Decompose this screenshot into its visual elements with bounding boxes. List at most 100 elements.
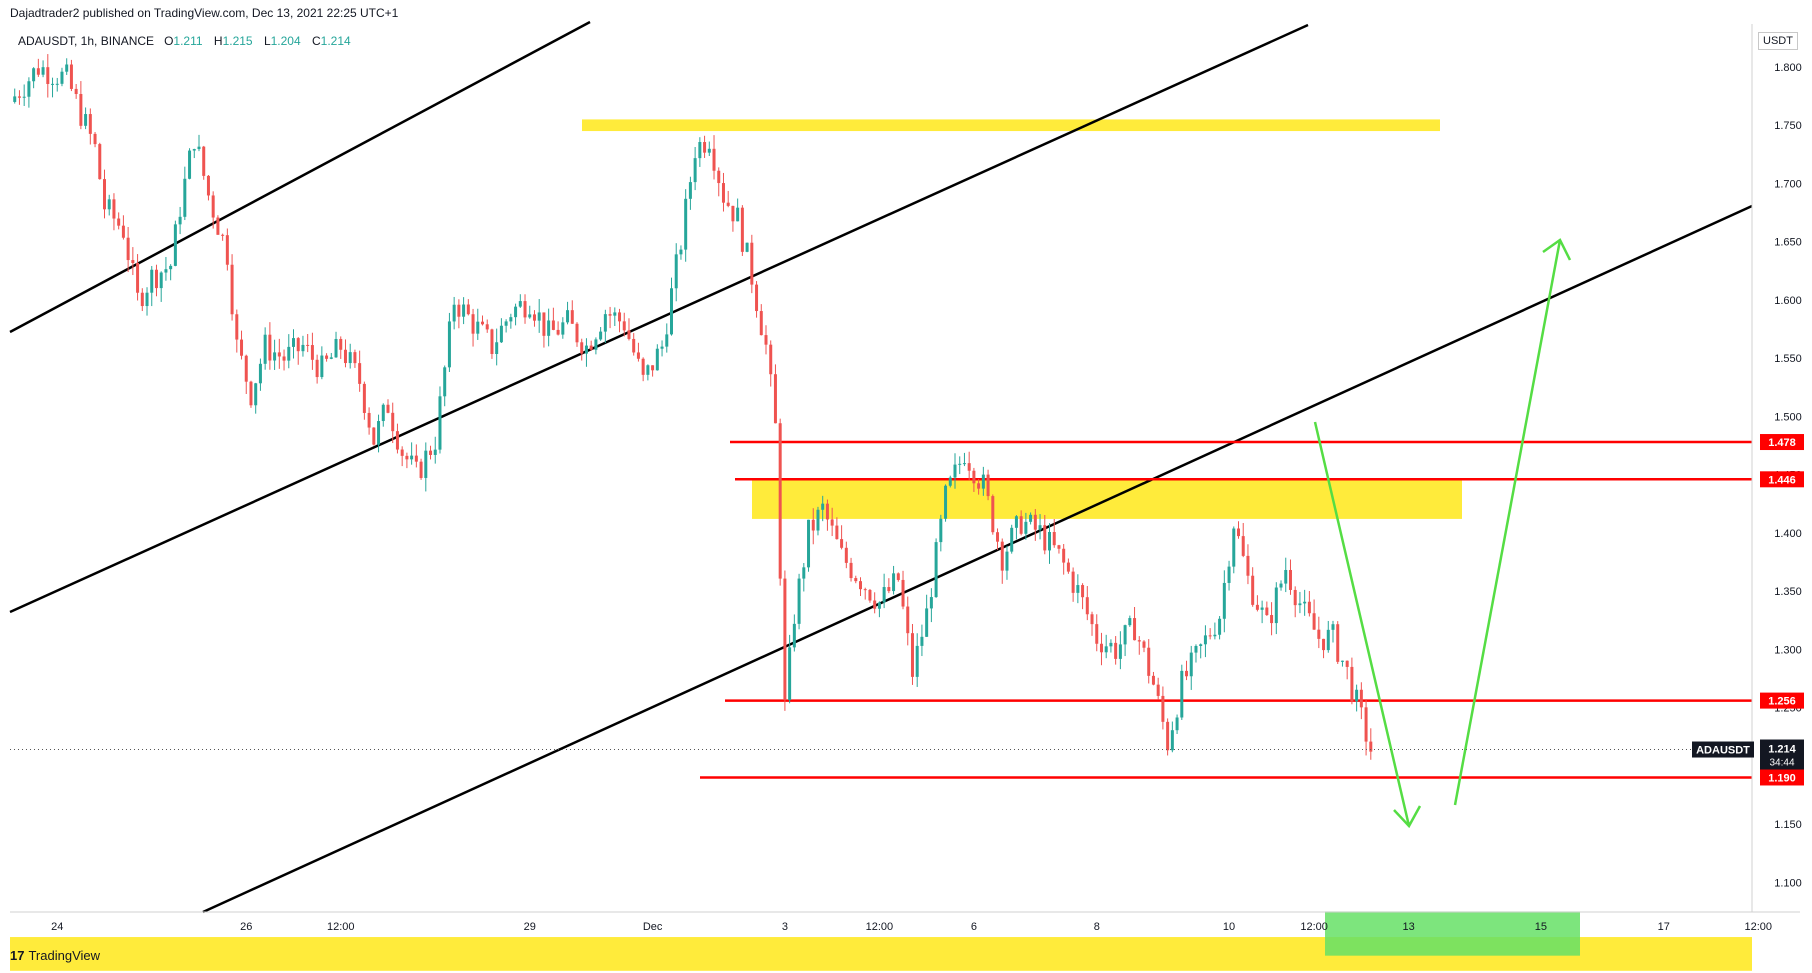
symbol-name[interactable]: ADAUSDT, 1h, BINANCE [18, 34, 155, 48]
candle-body [1010, 527, 1014, 552]
level-price-tag: 1.190 [1768, 772, 1796, 784]
candle-body [150, 269, 154, 293]
candle-body [707, 148, 711, 153]
candle-body [93, 133, 97, 145]
candle-body [854, 578, 858, 582]
tradingview-logo[interactable]: 17 TradingView [10, 948, 100, 963]
candle-body [1307, 601, 1311, 614]
y-tick-label: 1.600 [1774, 295, 1802, 307]
candle-body [273, 352, 277, 361]
currency-button[interactable]: USDT [1758, 32, 1798, 50]
candle-body [755, 284, 759, 312]
candle-body [192, 149, 196, 151]
level-price-tag-bg [1760, 434, 1804, 451]
candle-body [447, 321, 451, 368]
candle-body [665, 334, 669, 347]
channel-upper-left-line [9, 20, 591, 334]
candle-body [221, 234, 225, 236]
candle-body [840, 539, 844, 548]
candle-body [584, 345, 588, 354]
candle-body [372, 427, 376, 445]
candle-body [830, 519, 834, 526]
candle-body [27, 81, 31, 97]
candle-body [514, 306, 518, 318]
level-price-tag: 1.478 [1768, 437, 1796, 449]
candle-body [967, 463, 971, 471]
candle-body [674, 254, 678, 289]
candle-body [1298, 603, 1302, 606]
candle-body [391, 412, 395, 432]
candle-body [1218, 618, 1222, 635]
candle-body [471, 314, 475, 334]
candle-body [859, 581, 862, 590]
symbol-ohlc-line: ADAUSDT, 1h, BINANCE O1.211 H1.215 L1.20… [18, 34, 359, 48]
candle-body [594, 339, 598, 350]
candle-body [1085, 597, 1089, 615]
tradingview-brand: TradingView [28, 948, 101, 963]
candle-body [1208, 635, 1212, 637]
x-tick-label: 3 [782, 921, 788, 933]
candle-body [1345, 660, 1349, 667]
candle-body [499, 325, 503, 343]
candle-body [599, 331, 603, 340]
close-label: C [312, 34, 321, 48]
candle-body [1033, 514, 1037, 530]
candle-body [206, 175, 210, 196]
candle-body [84, 114, 88, 126]
candle-body [896, 573, 900, 580]
candle-body [547, 320, 551, 336]
candle-body [117, 218, 121, 226]
candle-body [504, 321, 508, 326]
candle-body [920, 636, 924, 646]
candle-body [1052, 532, 1056, 546]
candle-body [1062, 548, 1066, 563]
countdown-tag: 34:44 [1769, 758, 1794, 769]
candle-body [197, 146, 201, 150]
candle-body [154, 269, 158, 289]
candle-body [1265, 607, 1269, 616]
candle-body [797, 578, 801, 624]
candle-body [1005, 551, 1009, 571]
candle-body [802, 567, 806, 579]
candle-body [807, 519, 811, 568]
candle-body [1340, 660, 1344, 662]
candle-body [145, 292, 149, 307]
candle-body [589, 345, 593, 350]
candle-body [495, 342, 499, 354]
candle-body [712, 148, 716, 171]
candle-body [414, 455, 418, 462]
candle-body [698, 142, 702, 159]
candle-body [618, 312, 622, 322]
candle-body [1227, 566, 1231, 583]
last-price-tag-bg [1760, 739, 1804, 770]
candle-body [953, 464, 957, 478]
candle-body [1369, 741, 1373, 752]
candle-body [429, 450, 433, 455]
x-tick-label: 12:00 [327, 921, 355, 933]
level-price-tag-bg [1760, 769, 1804, 786]
y-tick-label: 1.150 [1774, 819, 1802, 831]
x-tick-label: 24 [51, 921, 63, 933]
candle-body [915, 645, 919, 677]
candle-body [287, 346, 291, 361]
candle-body [277, 352, 281, 357]
candle-body [769, 344, 773, 375]
candle-body [693, 158, 697, 183]
level-price-tag-bg [1760, 692, 1804, 709]
candle-body [1156, 684, 1160, 696]
candle-body [400, 449, 404, 456]
candle-body [1317, 629, 1321, 639]
candle-body [485, 324, 489, 330]
candle-body [792, 623, 796, 648]
symbol-tag: ADAUSDT [1696, 745, 1750, 757]
candle-body [910, 633, 914, 677]
candle-body [282, 356, 286, 361]
candle-body [240, 339, 244, 356]
candle-body [736, 207, 740, 222]
candle-body [1336, 624, 1340, 662]
candle-body [981, 474, 985, 489]
candle-body [986, 474, 990, 497]
candle-body [462, 304, 466, 317]
candle-body [1170, 730, 1174, 751]
